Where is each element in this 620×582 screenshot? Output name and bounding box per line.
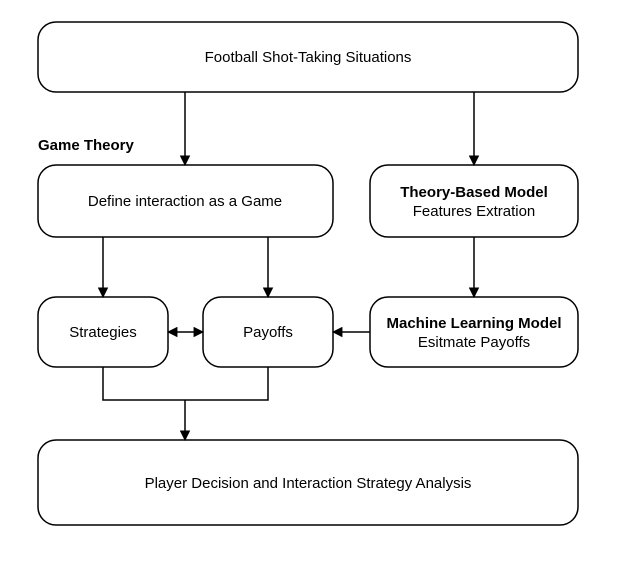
- node-ml-model-label1: Machine Learning Model: [386, 315, 561, 332]
- node-strategies: Strategies: [38, 297, 168, 367]
- node-ml-model: Machine Learning Model Esitmate Payoffs: [370, 297, 578, 367]
- node-theory-model: Theory-Based Model Features Extration: [370, 165, 578, 237]
- node-ml-model-label2: Esitmate Payoffs: [418, 334, 530, 351]
- node-analysis-label: Player Decision and Interaction Strategy…: [145, 475, 472, 492]
- node-strategies-label: Strategies: [69, 324, 137, 341]
- node-top-label: Football Shot-Taking Situations: [205, 49, 412, 66]
- node-define-game: Define interaction as a Game: [38, 165, 333, 237]
- node-analysis: Player Decision and Interaction Strategy…: [38, 440, 578, 525]
- node-theory-model-label2: Features Extration: [413, 203, 536, 220]
- node-payoffs-label: Payoffs: [243, 324, 293, 341]
- edge-strategies-down: [103, 367, 185, 400]
- node-payoffs: Payoffs: [203, 297, 333, 367]
- section-label-game-theory: Game Theory: [38, 137, 135, 154]
- node-theory-model-label1: Theory-Based Model: [400, 184, 548, 201]
- node-top: Football Shot-Taking Situations: [38, 22, 578, 92]
- node-define-game-label: Define interaction as a Game: [88, 193, 282, 210]
- edge-payoffs-down: [185, 367, 268, 400]
